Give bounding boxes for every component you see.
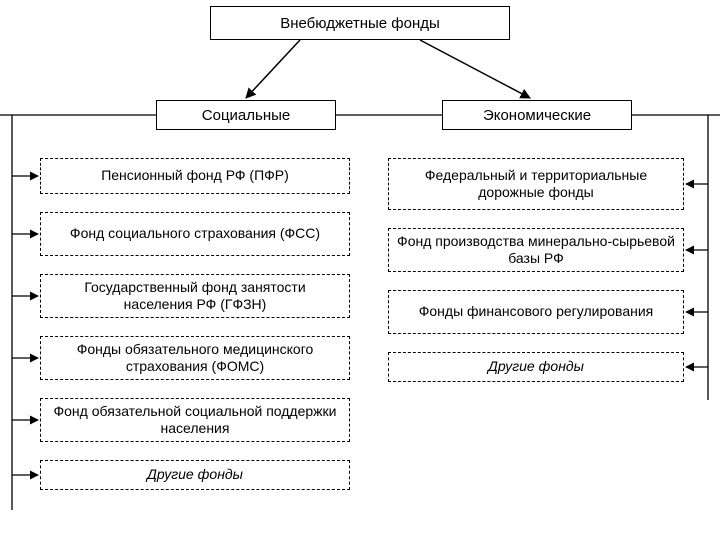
social-item-label: Фонд социального страхования (ФСС) [70, 225, 320, 243]
social-item-label: Фонды обязательного медицинского страхов… [49, 341, 341, 376]
social-item-label: Государственный фонд занятости населения… [49, 279, 341, 314]
social-item: Государственный фонд занятости населения… [40, 274, 350, 318]
social-item-label: Фонд обязательной социальной поддержки н… [49, 403, 341, 438]
social-item: Фонд обязательной социальной поддержки н… [40, 398, 350, 442]
economic-item-label: Фонды финансового регулирования [419, 303, 654, 321]
economic-item: Федеральный и территориальные дорожные ф… [388, 158, 684, 210]
economic-item-label: Фонд производства минерально-сырьевой ба… [397, 233, 675, 268]
branch-social-box: Социальные [156, 100, 336, 130]
economic-item: Фонды финансового регулирования [388, 290, 684, 334]
branch-social-label: Социальные [202, 107, 290, 124]
economic-item-other: Другие фонды [388, 352, 684, 382]
social-item-other: Другие фонды [40, 460, 350, 490]
social-item: Пенсионный фонд РФ (ПФР) [40, 158, 350, 194]
economic-item-label: Федеральный и территориальные дорожные ф… [397, 167, 675, 202]
economic-item: Фонд производства минерально-сырьевой ба… [388, 228, 684, 272]
social-item-label: Пенсионный фонд РФ (ПФР) [101, 167, 289, 185]
economic-item-label: Другие фонды [488, 358, 584, 376]
social-item: Фонды обязательного медицинского страхов… [40, 336, 350, 380]
branch-economic-label: Экономические [483, 107, 591, 124]
branch-economic-box: Экономические [442, 100, 632, 130]
root-label: Внебюджетные фонды [280, 15, 440, 32]
social-item-label: Другие фонды [147, 466, 243, 484]
social-item: Фонд социального страхования (ФСС) [40, 212, 350, 256]
root-box: Внебюджетные фонды [210, 6, 510, 40]
